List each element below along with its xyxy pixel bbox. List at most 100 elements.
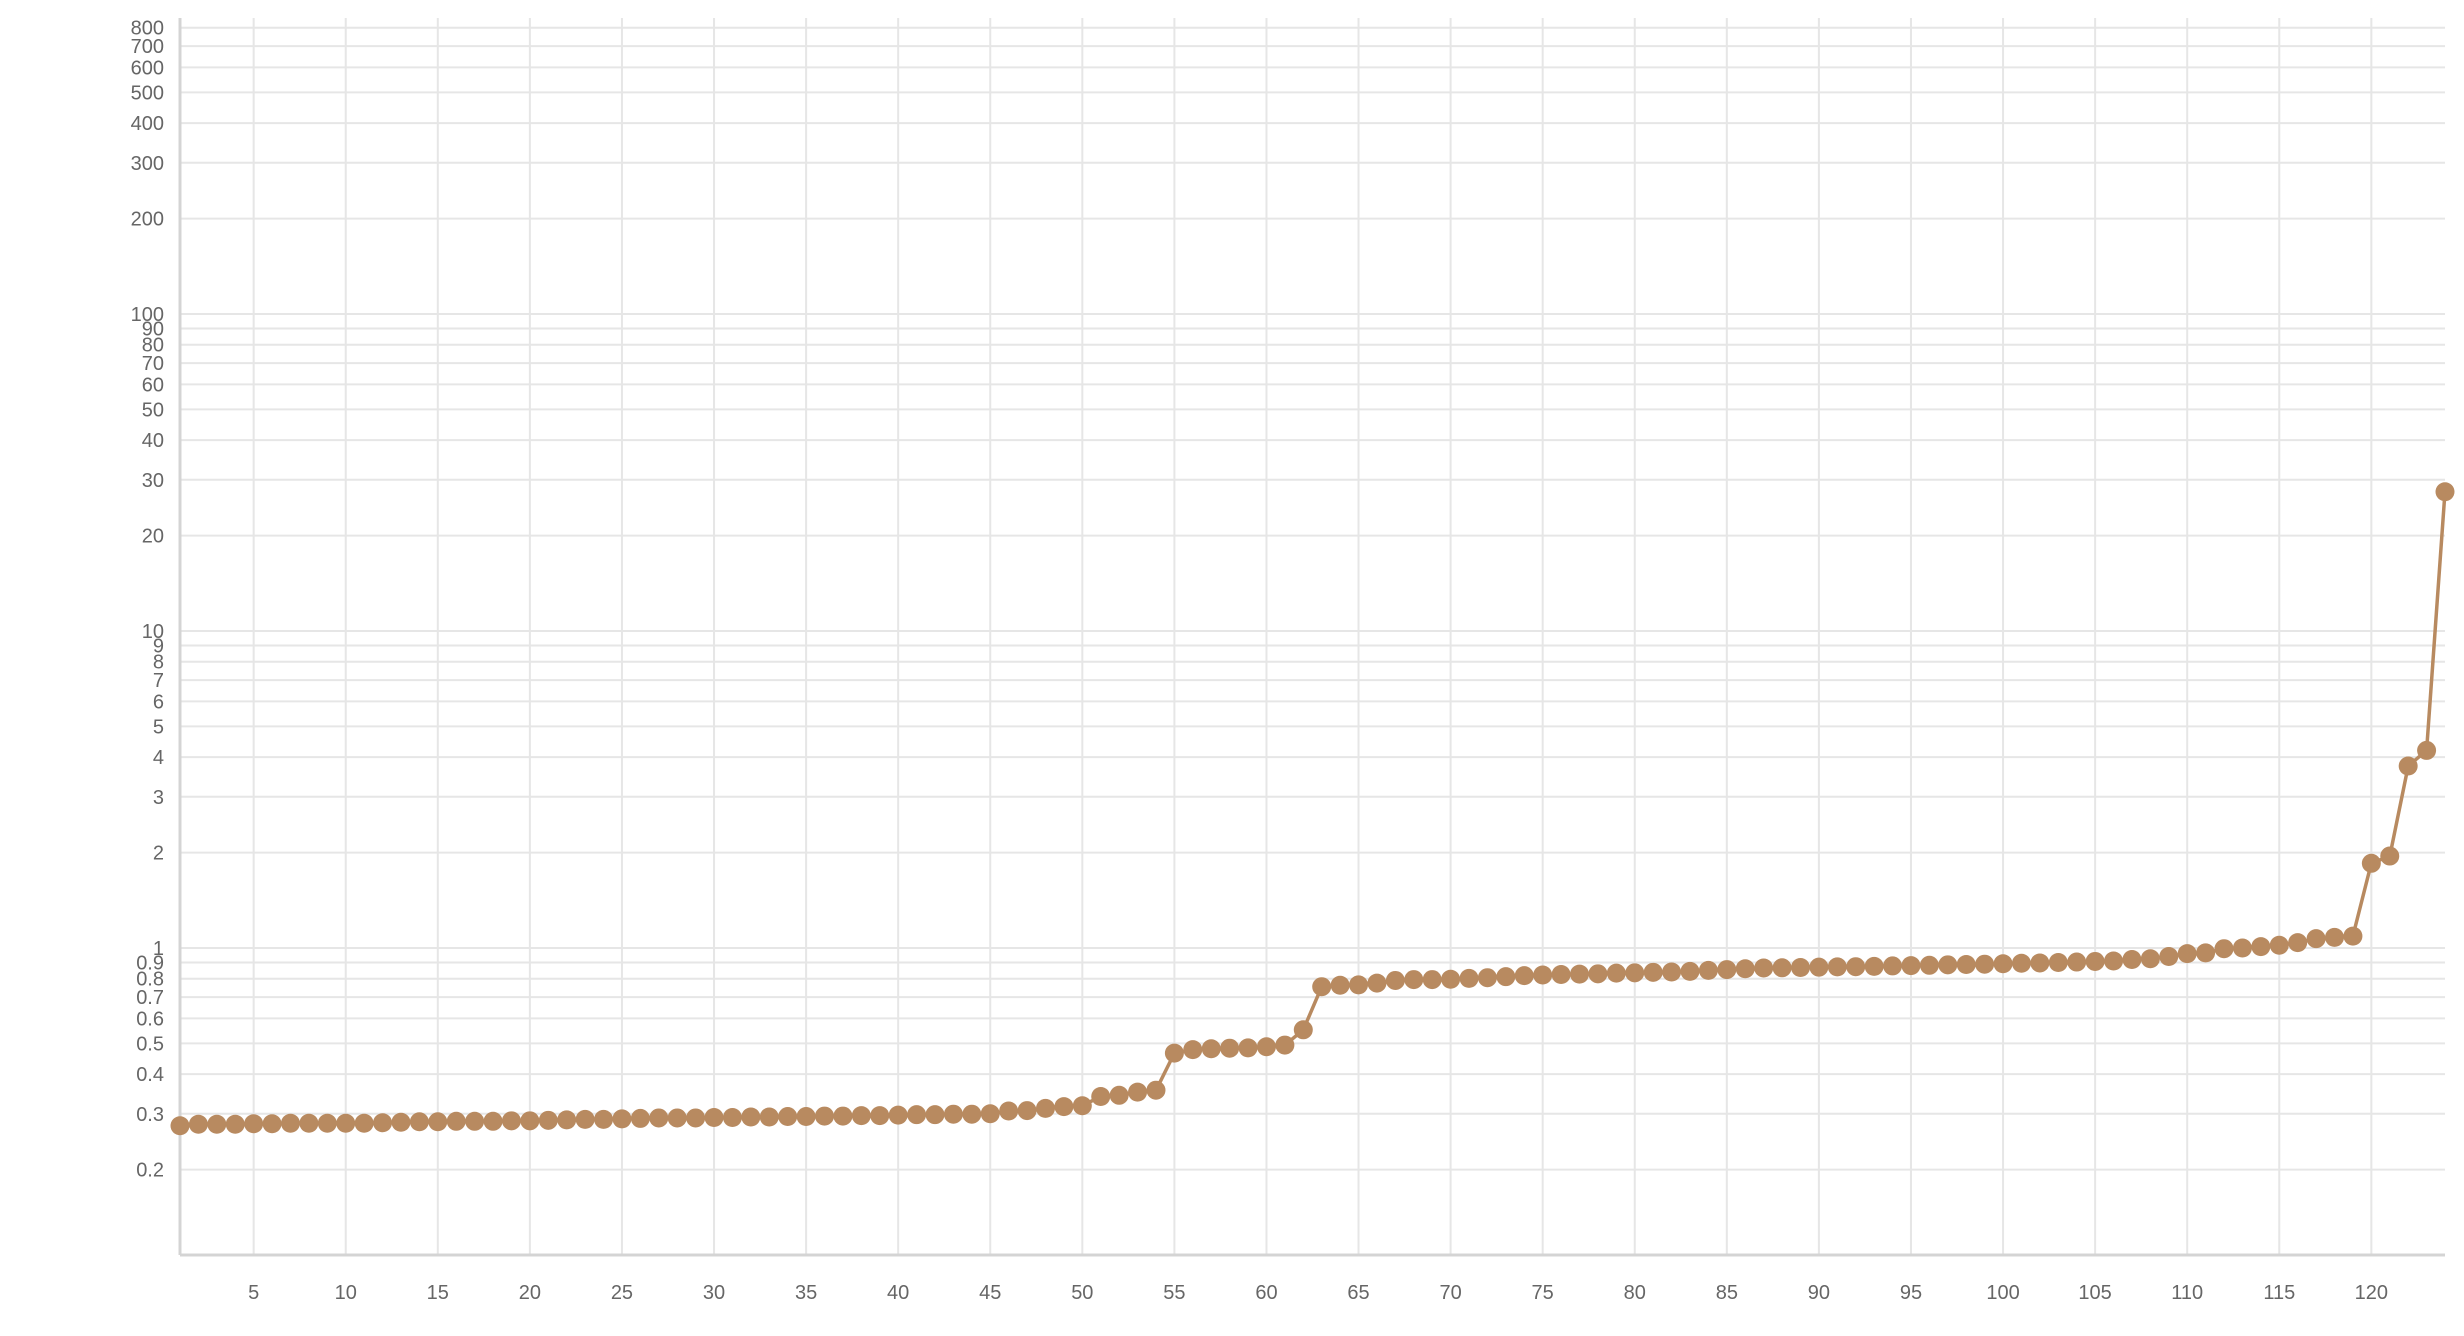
data-point	[428, 1112, 448, 1132]
y-tick-label: 0.7	[136, 987, 164, 1009]
data-point	[1735, 959, 1755, 979]
data-point	[2269, 935, 2289, 955]
data-point	[1349, 975, 1369, 995]
data-point	[833, 1106, 853, 1126]
y-tick-label: 30	[142, 470, 164, 492]
data-point	[1091, 1087, 1111, 1107]
x-tick-label: 40	[887, 1282, 909, 1304]
data-point	[575, 1109, 595, 1129]
data-point	[888, 1105, 908, 1125]
axes	[178, 18, 2445, 1257]
data-point	[1477, 968, 1497, 988]
data-point	[1754, 958, 1774, 978]
data-point	[299, 1113, 319, 1133]
data-point	[778, 1107, 798, 1127]
data-point	[1993, 954, 2013, 974]
y-tick-label: 5	[153, 716, 164, 738]
data-point	[2361, 853, 2381, 873]
y-tick-label: 100	[131, 304, 164, 326]
y-tick-label: 2	[153, 843, 164, 865]
data-point	[759, 1107, 779, 1127]
data-point	[2398, 756, 2418, 776]
x-axis-tick-labels: 5 10 15 20 25 30 35 40 45 50 55 60 65 70 75 80 85 90 95 100…	[248, 1282, 2388, 1304]
data-point	[796, 1107, 816, 1127]
data-point	[907, 1105, 927, 1125]
gridlines	[180, 18, 2445, 1255]
data-point	[1625, 963, 1645, 983]
data-point	[1809, 957, 1829, 977]
x-tick-label: 105	[2078, 1282, 2111, 1304]
y-tick-label: 10	[142, 621, 164, 643]
data-point	[741, 1107, 761, 1127]
data-point	[1054, 1097, 1074, 1117]
y-tick-label: 0.2	[136, 1160, 164, 1182]
x-tick-label: 5	[248, 1282, 259, 1304]
data-point	[354, 1113, 374, 1133]
y-tick-label: 6	[153, 691, 164, 713]
y-tick-label: 8	[153, 652, 164, 674]
data-point	[1035, 1098, 1055, 1118]
x-tick-label: 45	[979, 1282, 1001, 1304]
data-point	[851, 1106, 871, 1126]
data-point	[612, 1109, 632, 1129]
data-point	[1293, 1020, 1313, 1040]
x-tick-label: 90	[1808, 1282, 1830, 1304]
data-point	[2085, 951, 2105, 971]
data-point	[2251, 937, 2271, 957]
y-tick-label: 3	[153, 787, 164, 809]
data-point	[262, 1114, 282, 1134]
data-point	[2232, 938, 2252, 958]
y-tick-label: 90	[142, 319, 164, 341]
data-point	[1588, 964, 1608, 984]
data-point	[2196, 943, 2216, 963]
x-tick-label: 10	[335, 1282, 357, 1304]
data-point	[1790, 957, 1810, 977]
x-tick-label: 60	[1255, 1282, 1277, 1304]
data-point	[1312, 977, 1332, 997]
data-point	[2030, 953, 2050, 973]
x-tick-label: 120	[2355, 1282, 2388, 1304]
data-point	[1164, 1043, 1184, 1063]
y-tick-label: 600	[131, 57, 164, 79]
y-tick-label: 0.8	[136, 969, 164, 991]
x-tick-label: 70	[1439, 1282, 1461, 1304]
y-tick-label: 0.9	[136, 953, 164, 975]
data-point	[2177, 944, 2197, 964]
data-point	[870, 1106, 890, 1126]
x-tick-label: 100	[1986, 1282, 2019, 1304]
data-point	[980, 1104, 1000, 1124]
data-point	[336, 1113, 356, 1133]
y-tick-label: 80	[142, 335, 164, 357]
data-point	[391, 1112, 411, 1132]
y-tick-label: 4	[153, 747, 164, 769]
data-point	[1183, 1040, 1203, 1060]
y-tick-label: 0.4	[136, 1064, 164, 1086]
y-tick-label: 70	[142, 353, 164, 375]
data-point	[1606, 963, 1626, 983]
data-point	[2288, 933, 2308, 953]
x-tick-label: 110	[2171, 1282, 2203, 1304]
x-tick-label: 30	[703, 1282, 725, 1304]
data-point	[1551, 964, 1571, 984]
data-point	[188, 1114, 208, 1134]
data-point	[317, 1113, 337, 1133]
data-point	[1846, 957, 1866, 977]
data-point	[1827, 957, 1847, 977]
data-point	[501, 1111, 521, 1131]
x-tick-label: 80	[1624, 1282, 1646, 1304]
data-point	[943, 1104, 963, 1124]
data-point	[1422, 970, 1442, 990]
data-point	[2343, 926, 2363, 946]
data-point	[2122, 949, 2142, 969]
data-point	[1901, 956, 1921, 976]
data-point	[1441, 969, 1461, 989]
data-point	[1680, 961, 1700, 981]
data-point	[409, 1112, 429, 1132]
data-point	[1956, 955, 1976, 975]
y-tick-label: 20	[142, 526, 164, 548]
y-tick-label: 300	[131, 153, 164, 175]
data-point	[207, 1114, 227, 1134]
